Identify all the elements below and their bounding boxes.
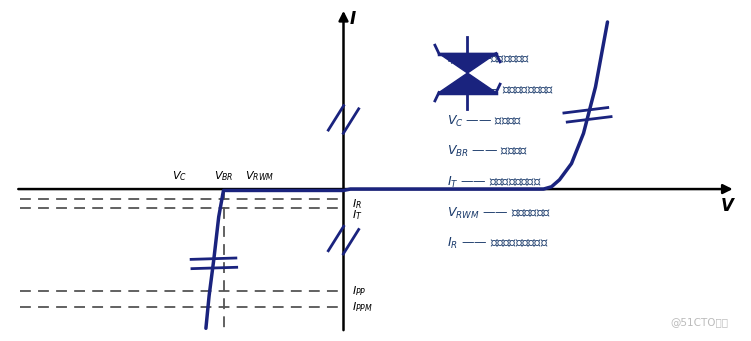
Text: $I_R$: $I_R$ [351,197,361,211]
Text: $V_{BR}$ —— 击穿电压: $V_{BR}$ —— 击穿电压 [447,144,528,159]
Text: $V_C$ —— 钳位电压: $V_C$ —— 钳位电压 [447,114,522,129]
Text: $I_R$ —— 漏电流（待机电流）: $I_R$ —— 漏电流（待机电流） [447,236,548,251]
Polygon shape [439,54,496,73]
Text: $I_{PP}$ ——峰值脉冲电流: $I_{PP}$ ——峰值脉冲电流 [447,52,530,67]
Text: $I_T$ —— 脉冲直流试验电流: $I_T$ —— 脉冲直流试验电流 [447,175,541,190]
Text: $V_{BR}$: $V_{BR}$ [214,169,234,183]
Text: $V_C$: $V_C$ [172,169,187,183]
Text: $V_{RWM}$ —— 最高工作电压: $V_{RWM}$ —— 最高工作电压 [447,206,550,221]
Text: $I_{PPM}$: $I_{PPM}$ [351,300,372,314]
Text: V: V [721,197,734,216]
Text: $I_T$: $I_T$ [351,209,362,222]
Text: I: I [350,10,356,28]
Text: $I_{PPM}$ —— 额定峰值脉冲电流: $I_{PPM}$ —— 额定峰值脉冲电流 [447,83,554,98]
Text: $V_{RWM}$: $V_{RWM}$ [245,169,274,183]
Text: $I_{PP}$: $I_{PP}$ [351,284,366,298]
Text: @51CTO博客: @51CTO博客 [671,317,728,327]
Polygon shape [439,73,496,92]
